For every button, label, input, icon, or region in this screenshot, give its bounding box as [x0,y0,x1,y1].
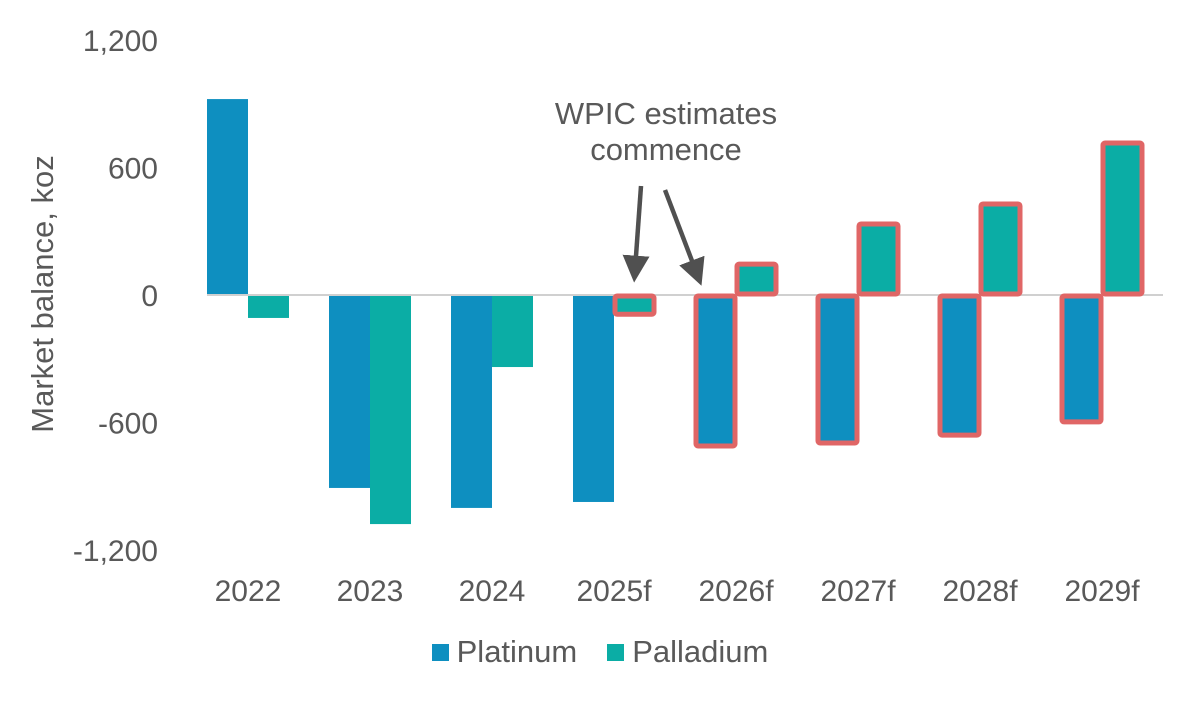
y-tick-label: -600 [98,408,158,441]
highlight-outline-platinum-2029f [1059,293,1104,425]
bar-palladium-2026f [736,263,777,295]
x-tick-label: 2026f [698,575,774,608]
palladium-swatch-icon [607,643,625,661]
platinum-swatch-icon [431,643,449,661]
highlight-outline-platinum-2026f [693,293,738,449]
annotation-arrow-1 [622,185,650,283]
x-tick-label: 2028f [942,575,1018,608]
bar-palladium-2025f [614,295,655,316]
x-tick-label: 2024 [459,575,526,608]
highlight-outline-palladium-2027f [856,221,901,297]
annotation-line-1: WPIC estimates [555,96,777,131]
highlight-outline-platinum-2028f [937,293,982,438]
highlight-outline-platinum-2027f [815,293,860,446]
bar-platinum-2024 [451,295,492,508]
x-tick-label: 2023 [337,575,404,608]
legend-item-platinum: Platinum [431,634,578,670]
highlight-outline-palladium-2029f [1100,140,1145,297]
x-tick-label: 2029f [1064,575,1140,608]
bar-palladium-2022 [248,295,289,318]
bar-platinum-2028f [939,295,980,437]
estimate-highlights [612,140,1145,449]
legend-label-palladium: Palladium [632,634,769,669]
bar-platinum-2025f [573,295,614,502]
x-tick-label: 2027f [820,575,896,608]
highlight-outline-palladium-2025f [612,293,657,317]
y-tick-label: 0 [141,280,158,313]
annotation: WPIC estimates commence [555,96,777,286]
highlight-outline-palladium-2028f [978,201,1023,297]
y-tick-label: 600 [108,153,158,186]
bar-palladium-2029f [1102,142,1143,295]
y-axis-title: Market balance, koz [25,155,60,432]
bar-platinum-2027f [817,295,858,444]
x-axis-ticks: 2022 2023 2024 2025f 2026f 2027f 2028f 2029f [215,575,1141,608]
x-tick-label: 2025f [576,575,652,608]
bar-palladium-2028f [980,202,1021,295]
bar-platinum-2023 [329,295,370,488]
x-tick-label: 2022 [215,575,282,608]
bar-platinum-2026f [695,295,736,447]
bar-platinum-2029f [1061,295,1102,423]
bars [207,99,1143,525]
y-tick-label: 1,200 [83,25,158,58]
legend-item-palladium: Palladium [607,634,768,670]
highlight-outline-palladium-2026f [734,261,779,297]
y-axis-ticks: 1,200 600 0 -600 -1,200 [73,25,158,568]
annotation-line-2: commence [590,132,742,167]
bar-palladium-2023 [370,295,411,525]
y-tick-label: -1,200 [73,535,158,568]
bar-platinum-2022 [207,99,248,295]
annotation-arrow-2 [662,189,705,286]
legend: Platinum Palladium [0,634,1200,670]
bar-palladium-2027f [858,222,899,295]
bar-palladium-2024 [492,295,533,368]
legend-label-platinum: Platinum [456,634,578,669]
